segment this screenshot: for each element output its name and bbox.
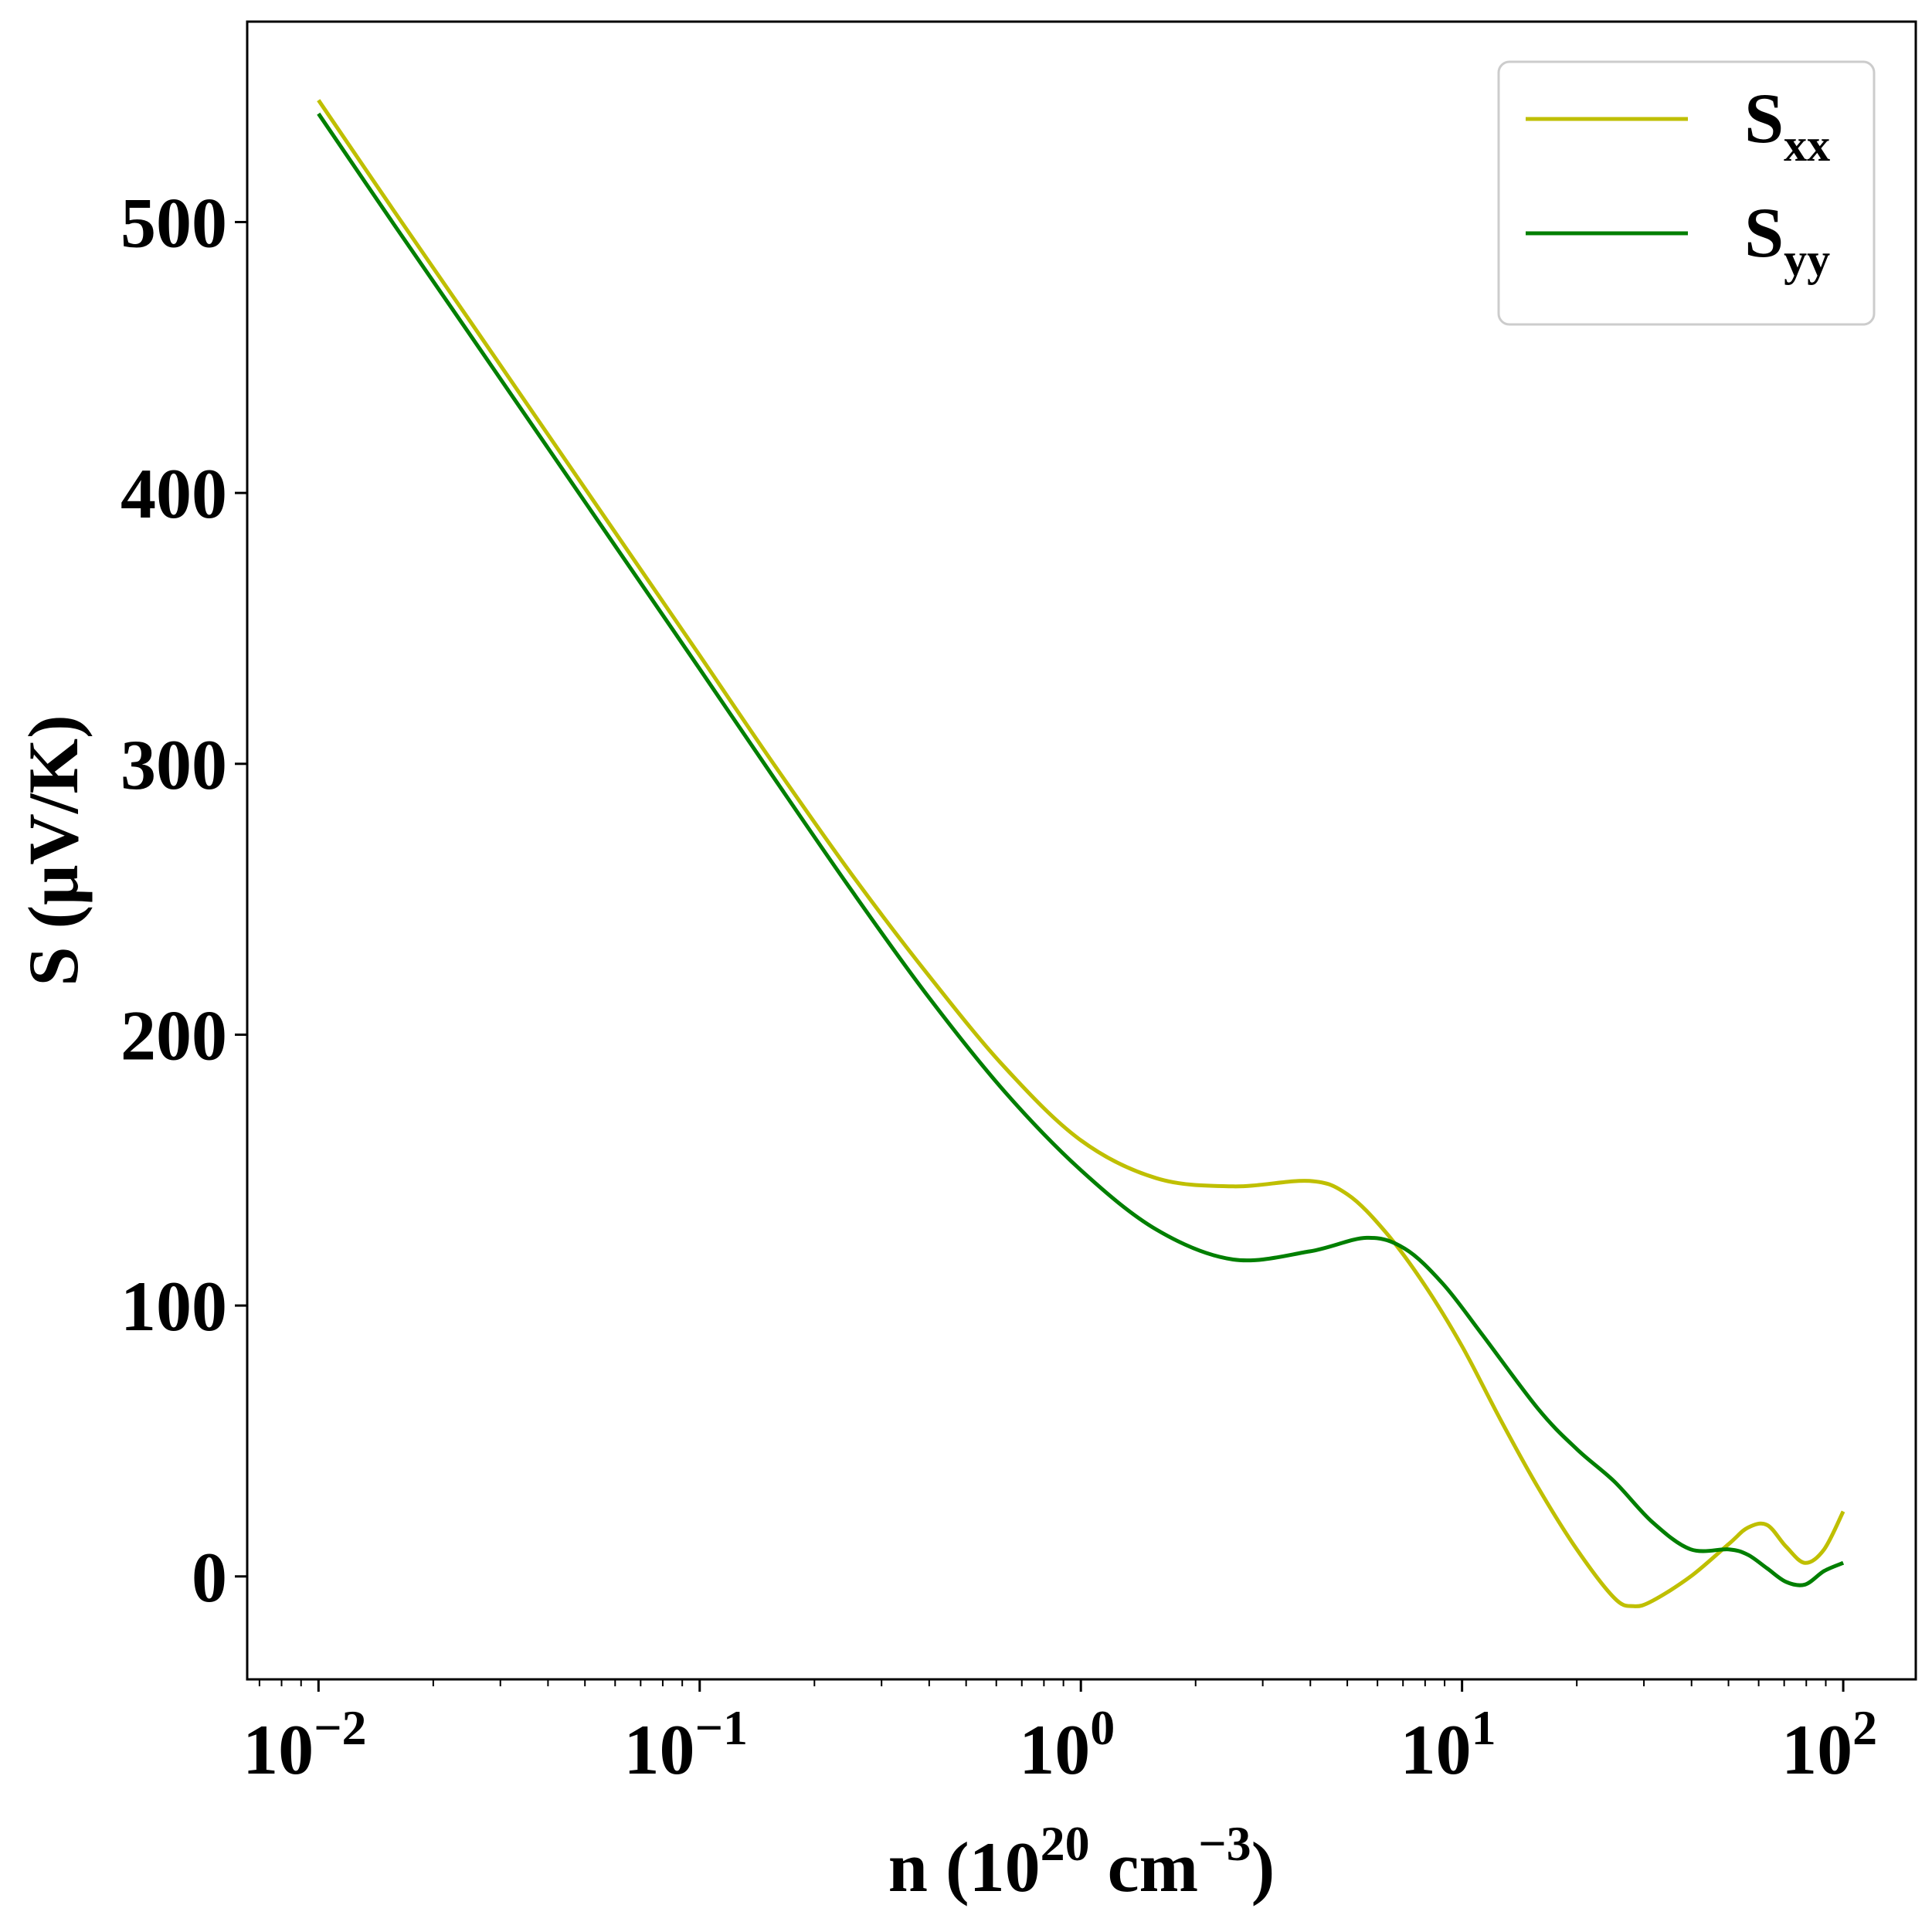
x-axis-label: n (1020 cm−3) (888, 1816, 1275, 1906)
y-axis-ticks: 0 100 200 300 400 500 (121, 183, 247, 1617)
series-layer (317, 99, 1845, 1608)
legend-label-xx: Sxx (1744, 79, 1830, 171)
legend: Sxx Syy (1497, 60, 1876, 326)
y-tick-label: 100 (121, 1267, 227, 1346)
y-tick-label: 200 (121, 996, 227, 1075)
series-line-yy (317, 112, 1845, 1587)
legend-box (1497, 60, 1876, 326)
x-tick-label: 102 (1781, 1700, 1877, 1789)
series-line-xx (317, 99, 1845, 1608)
x-axis-ticks: 10−2 10−1 100 101 102 (243, 1679, 1877, 1789)
y-tick-label: 400 (121, 454, 227, 533)
x-tick-label: 100 (1019, 1700, 1115, 1789)
x-tick-label: 10−2 (243, 1700, 366, 1789)
legend-label-yy: Syy (1744, 193, 1830, 285)
y-tick-label: 500 (121, 183, 227, 262)
legend-items: Sxx Syy (1526, 79, 1830, 285)
x-tick-label: 101 (1401, 1700, 1496, 1789)
x-tick-label: 10−1 (624, 1700, 748, 1789)
y-tick-label: 0 (192, 1538, 227, 1617)
y-tick-label: 300 (121, 725, 227, 804)
y-axis-label: S (μV/K) (14, 715, 93, 986)
